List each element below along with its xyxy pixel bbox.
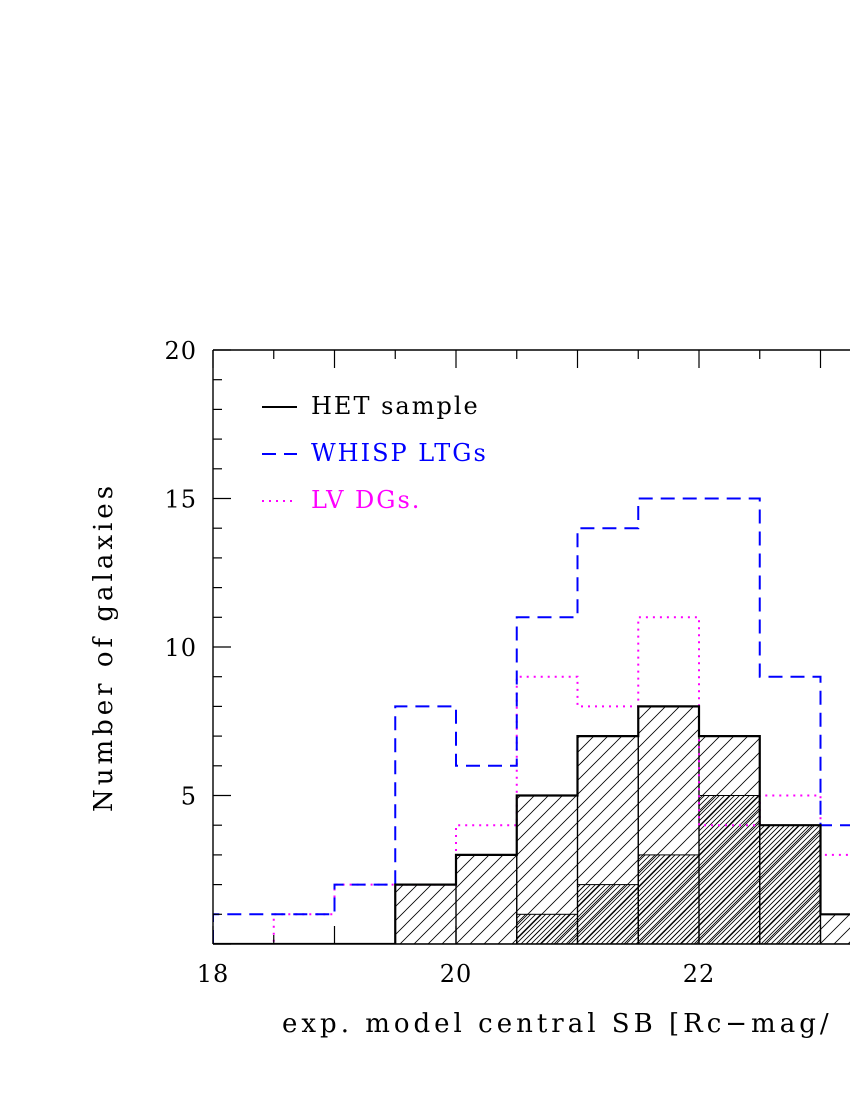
plot-frame bbox=[212, 349, 850, 945]
x-tick-label: 20 bbox=[440, 960, 473, 988]
legend-label: HET sample bbox=[311, 392, 480, 420]
subset-bar bbox=[637, 854, 700, 944]
het-bar bbox=[394, 883, 457, 944]
x-tick-label: 22 bbox=[683, 960, 716, 988]
y-tick-label: 10 bbox=[164, 634, 197, 662]
y-tick-label: 20 bbox=[164, 337, 197, 365]
het-bar bbox=[455, 854, 518, 944]
subset-bar bbox=[698, 795, 761, 944]
hatched-bars-layer bbox=[394, 705, 850, 944]
x-axis-label: exp. model central SB [Rc−mag/ bbox=[282, 1009, 833, 1039]
y-axis-label: Number of galaxies bbox=[89, 482, 119, 812]
tick-labels-layer: 18 20 22 5 10 15 20 bbox=[164, 337, 716, 988]
series-line-whisp-ltgs bbox=[213, 497, 850, 944]
subset-bar bbox=[516, 913, 578, 944]
subset-bar bbox=[759, 824, 821, 944]
histogram-lines-layer bbox=[213, 497, 850, 944]
x-tick-label: 18 bbox=[197, 960, 230, 988]
legend-label: LV DGs. bbox=[311, 486, 421, 514]
legend: HET sample WHISP LTGs LV DGs. bbox=[262, 392, 488, 514]
series-line-het-sample bbox=[213, 705, 850, 944]
het-bar bbox=[819, 913, 850, 944]
subset-bar bbox=[577, 884, 639, 944]
legend-label: WHISP LTGs bbox=[311, 439, 488, 467]
y-tick-label: 15 bbox=[164, 486, 197, 514]
y-tick-label: 5 bbox=[181, 783, 197, 811]
